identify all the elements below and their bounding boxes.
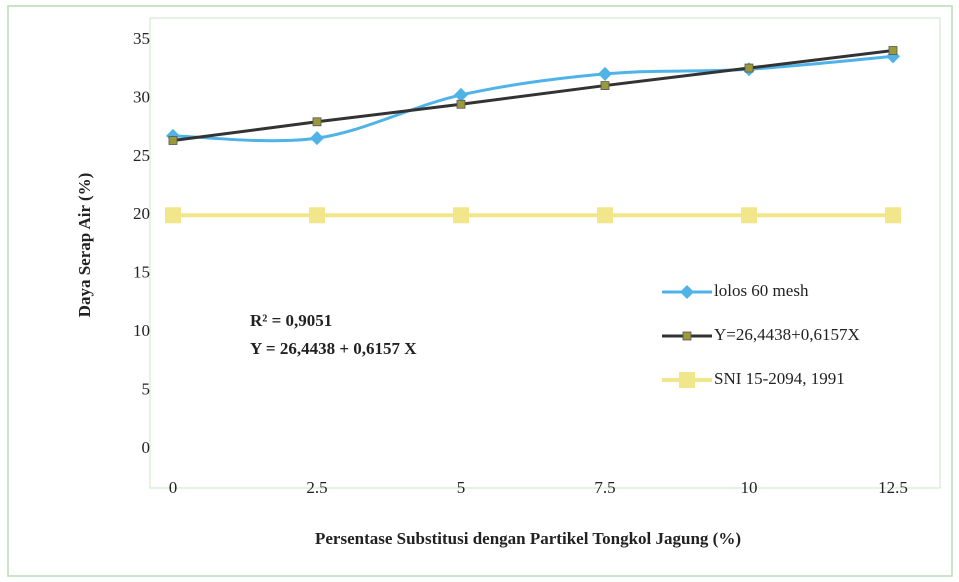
series-line <box>173 51 893 141</box>
page: {"chart_data": {"type": "line", "x_label… <box>0 0 959 582</box>
annotation: R² = 0,9051 <box>250 311 332 330</box>
marker <box>313 118 321 126</box>
legend-label: lolos 60 mesh <box>714 281 809 300</box>
y-tick-label: 15 <box>133 263 150 282</box>
marker <box>310 131 324 145</box>
y-tick-label: 0 <box>142 438 151 457</box>
y-tick-label: 20 <box>133 204 150 223</box>
marker <box>889 47 897 55</box>
series-line <box>173 56 893 140</box>
marker <box>885 207 901 223</box>
marker <box>169 136 177 144</box>
x-axis-label: Persentase Substitusi dengan Partikel To… <box>315 529 741 548</box>
marker <box>597 207 613 223</box>
plot-border <box>150 18 940 488</box>
chart: Persentase Substitusi dengan Partikel To… <box>0 0 959 582</box>
legend-label: SNI 15-2094, 1991 <box>714 369 845 388</box>
x-tick-label: 12.5 <box>878 478 908 497</box>
y-tick-label: 25 <box>133 146 150 165</box>
marker <box>309 207 325 223</box>
x-tick-label: 10 <box>741 478 758 497</box>
annotation: Y = 26,4438 + 0,6157 X <box>250 339 417 358</box>
x-tick-label: 5 <box>457 478 466 497</box>
y-tick-label: 30 <box>133 87 150 106</box>
legend-marker <box>680 285 694 299</box>
y-tick-label: 35 <box>133 29 150 48</box>
y-axis-label: Daya Serap Air (%) <box>75 173 94 318</box>
marker <box>598 67 612 81</box>
marker <box>454 88 468 102</box>
marker <box>165 207 181 223</box>
marker <box>745 64 753 72</box>
legend-marker <box>679 372 695 388</box>
marker <box>453 207 469 223</box>
x-tick-label: 7.5 <box>594 478 615 497</box>
legend-label: Y=26,4438+0,6157X <box>714 325 860 344</box>
legend-marker <box>683 332 691 340</box>
y-tick-label: 10 <box>133 321 150 340</box>
marker <box>741 207 757 223</box>
marker <box>457 100 465 108</box>
marker <box>601 82 609 90</box>
x-tick-label: 0 <box>169 478 178 497</box>
x-tick-label: 2.5 <box>306 478 327 497</box>
y-tick-label: 5 <box>142 379 151 398</box>
